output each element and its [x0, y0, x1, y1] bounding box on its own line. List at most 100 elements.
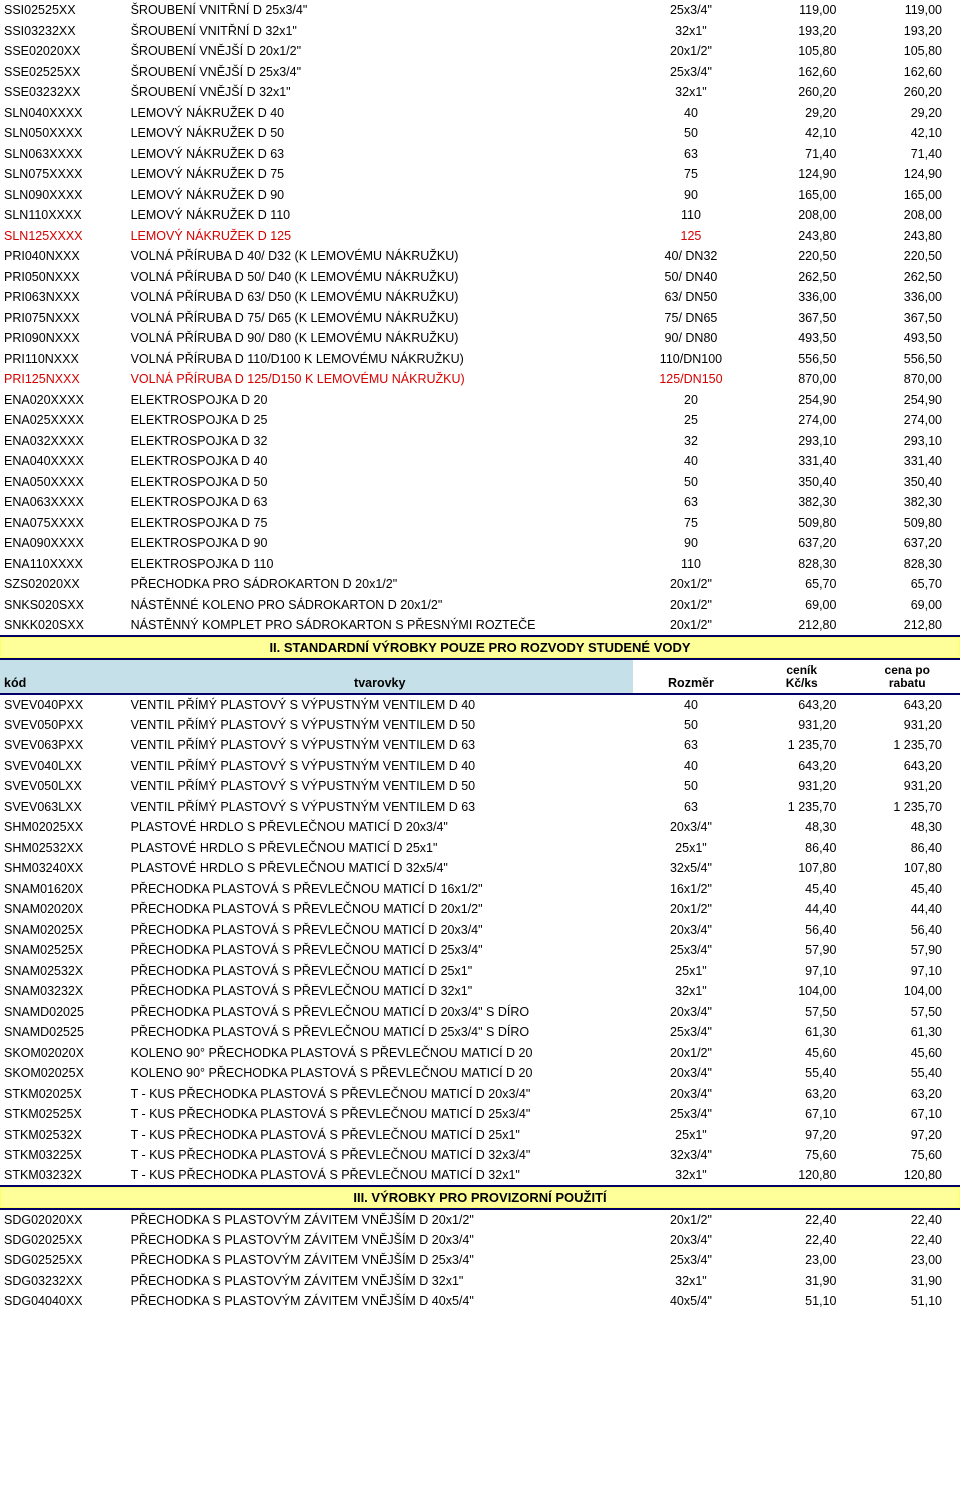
cell-desc: LEMOVÝ NÁKRUŽEK D 63	[127, 144, 633, 165]
cell-size: 25x3/4"	[633, 0, 749, 21]
cell-price: 1 235,70	[749, 796, 854, 817]
table-row: SLN050XXXXLEMOVÝ NÁKRUŽEK D 505042,1042,…	[0, 123, 960, 144]
cell-desc: PLASTOVÉ HRDLO S PŘEVLEČNOU MATICÍ D 25x…	[127, 837, 633, 858]
cell-desc: PŘECHODKA S PLASTOVÝM ZÁVITEM VNĚJŠÍM D …	[127, 1250, 633, 1271]
cell-price: 97,10	[749, 960, 854, 981]
cell-discount: 643,20	[854, 694, 960, 715]
table-row: SLN090XXXXLEMOVÝ NÁKRUŽEK D 9090165,0016…	[0, 185, 960, 206]
cell-code: SNAM02020X	[0, 899, 127, 920]
cell-discount: 51,10	[854, 1291, 960, 1312]
cell-discount: 63,20	[854, 1083, 960, 1104]
cell-code: STKM02525X	[0, 1104, 127, 1125]
cell-size: 75/ DN65	[633, 308, 749, 329]
table-row: SDG04040XXPŘECHODKA S PLASTOVÝM ZÁVITEM …	[0, 1291, 960, 1312]
cell-code: SLN090XXXX	[0, 185, 127, 206]
cell-discount: 42,10	[854, 123, 960, 144]
table-row: SSE02020XXŠROUBENÍ VNĚJŠÍ D 20x1/2"20x1/…	[0, 41, 960, 62]
cell-code: PRI063NXXX	[0, 287, 127, 308]
cell-discount: 367,50	[854, 308, 960, 329]
cell-size: 32x1"	[633, 82, 749, 103]
cell-desc: LEMOVÝ NÁKRUŽEK D 90	[127, 185, 633, 206]
cell-desc: PŘECHODKA PLASTOVÁ S PŘEVLEČNOU MATICÍ D…	[127, 899, 633, 920]
cell-desc: T - KUS PŘECHODKA PLASTOVÁ S PŘEVLEČNOU …	[127, 1083, 633, 1104]
cell-code: SLN110XXXX	[0, 205, 127, 226]
cell-code: SNAM02532X	[0, 960, 127, 981]
cell-desc: VOLNÁ PŘÍRUBA D 50/ D40 (K LEMOVÉMU NÁKR…	[127, 267, 633, 288]
cell-code: STKM03225X	[0, 1145, 127, 1166]
cell-discount: 86,40	[854, 837, 960, 858]
table-row: STKM02025XT - KUS PŘECHODKA PLASTOVÁ S P…	[0, 1083, 960, 1104]
cell-desc: PŘECHODKA PLASTOVÁ S PŘEVLEČNOU MATICÍ D…	[127, 960, 633, 981]
cell-size: 63/ DN50	[633, 287, 749, 308]
cell-desc: PŘECHODKA S PLASTOVÝM ZÁVITEM VNĚJŠÍM D …	[127, 1229, 633, 1250]
table-row: SKOM02020XKOLENO 90° PŘECHODKA PLASTOVÁ …	[0, 1042, 960, 1063]
cell-discount: 260,20	[854, 82, 960, 103]
cell-discount: 124,90	[854, 164, 960, 185]
section-2-title-row: II. STANDARDNÍ VÝROBKY POUZE PRO ROZVODY…	[0, 636, 960, 659]
cell-price: 22,40	[749, 1209, 854, 1230]
cell-size: 125	[633, 226, 749, 247]
table-row: SNAM02020XPŘECHODKA PLASTOVÁ S PŘEVLEČNO…	[0, 899, 960, 920]
table-row: ENA075XXXXELEKTROSPOJKA D 7575509,80509,…	[0, 513, 960, 534]
cell-discount: 293,10	[854, 431, 960, 452]
cell-discount: 331,40	[854, 451, 960, 472]
cell-size: 63	[633, 796, 749, 817]
cell-price: 57,90	[749, 940, 854, 961]
cell-size: 32	[633, 431, 749, 452]
cell-price: 57,50	[749, 1001, 854, 1022]
cell-discount: 208,00	[854, 205, 960, 226]
table-row: SHM02532XXPLASTOVÉ HRDLO S PŘEVLEČNOU MA…	[0, 837, 960, 858]
cell-desc: VENTIL PŘÍMÝ PLASTOVÝ S VÝPUSTNÝM VENTIL…	[127, 796, 633, 817]
cell-price: 120,80	[749, 1165, 854, 1186]
cell-price: 22,40	[749, 1229, 854, 1250]
cell-size: 20x3/4"	[633, 1063, 749, 1084]
cell-code: ENA063XXXX	[0, 492, 127, 513]
cell-code: SHM03240XX	[0, 858, 127, 879]
cell-desc: ELEKTROSPOJKA D 75	[127, 513, 633, 534]
cell-discount: 29,20	[854, 103, 960, 124]
cell-price: 274,00	[749, 410, 854, 431]
cell-size: 50	[633, 714, 749, 735]
table-row: SLN075XXXXLEMOVÝ NÁKRUŽEK D 7575124,9012…	[0, 164, 960, 185]
cell-price: 107,80	[749, 858, 854, 879]
table-row: SSE02525XXŠROUBENÍ VNĚJŠÍ D 25x3/4"25x3/…	[0, 62, 960, 83]
table-row: ENA040XXXXELEKTROSPOJKA D 4040331,40331,…	[0, 451, 960, 472]
cell-desc: T - KUS PŘECHODKA PLASTOVÁ S PŘEVLEČNOU …	[127, 1124, 633, 1145]
table-row: SVEV050PXXVENTIL PŘÍMÝ PLASTOVÝ S VÝPUST…	[0, 714, 960, 735]
cell-discount: 274,00	[854, 410, 960, 431]
table-row: SNAM01620XPŘECHODKA PLASTOVÁ S PŘEVLEČNO…	[0, 878, 960, 899]
cell-size: 20x1/2"	[633, 41, 749, 62]
cell-price: 67,10	[749, 1104, 854, 1125]
cell-discount: 556,50	[854, 349, 960, 370]
cell-desc: PŘECHODKA S PLASTOVÝM ZÁVITEM VNĚJŠÍM D …	[127, 1270, 633, 1291]
table-row: PRI075NXXXVOLNÁ PŘÍRUBA D 75/ D65 (K LEM…	[0, 308, 960, 329]
cell-code: ENA020XXXX	[0, 390, 127, 411]
cell-price: 69,00	[749, 595, 854, 616]
cell-code: SLN075XXXX	[0, 164, 127, 185]
table-row: SVEV063LXXVENTIL PŘÍMÝ PLASTOVÝ S VÝPUST…	[0, 796, 960, 817]
cell-code: SLN125XXXX	[0, 226, 127, 247]
cell-price: 336,00	[749, 287, 854, 308]
cell-size: 40	[633, 103, 749, 124]
cell-code: SVEV050PXX	[0, 714, 127, 735]
cell-code: ENA110XXXX	[0, 554, 127, 575]
table-row: SLN110XXXXLEMOVÝ NÁKRUŽEK D 110110208,00…	[0, 205, 960, 226]
cell-code: PRI125NXXX	[0, 369, 127, 390]
cell-desc: ŠROUBENÍ VNITŘNÍ D 32x1"	[127, 21, 633, 42]
cell-code: SKOM02025X	[0, 1063, 127, 1084]
cell-code: SSI02525XX	[0, 0, 127, 21]
cell-discount: 262,50	[854, 267, 960, 288]
cell-code: SDG02525XX	[0, 1250, 127, 1271]
cell-price: 119,00	[749, 0, 854, 21]
cell-desc: ELEKTROSPOJKA D 25	[127, 410, 633, 431]
cell-code: ENA032XXXX	[0, 431, 127, 452]
cell-desc: T - KUS PŘECHODKA PLASTOVÁ S PŘEVLEČNOU …	[127, 1104, 633, 1125]
cell-discount: 45,60	[854, 1042, 960, 1063]
table-row: SSE03232XXŠROUBENÍ VNĚJŠÍ D 32x1"32x1"26…	[0, 82, 960, 103]
table-row: ENA025XXXXELEKTROSPOJKA D 2525274,00274,…	[0, 410, 960, 431]
cell-price: 367,50	[749, 308, 854, 329]
cell-size: 40	[633, 694, 749, 715]
cell-discount: 220,50	[854, 246, 960, 267]
cell-size: 32x5/4"	[633, 858, 749, 879]
table-row: SLN040XXXXLEMOVÝ NÁKRUŽEK D 404029,2029,…	[0, 103, 960, 124]
